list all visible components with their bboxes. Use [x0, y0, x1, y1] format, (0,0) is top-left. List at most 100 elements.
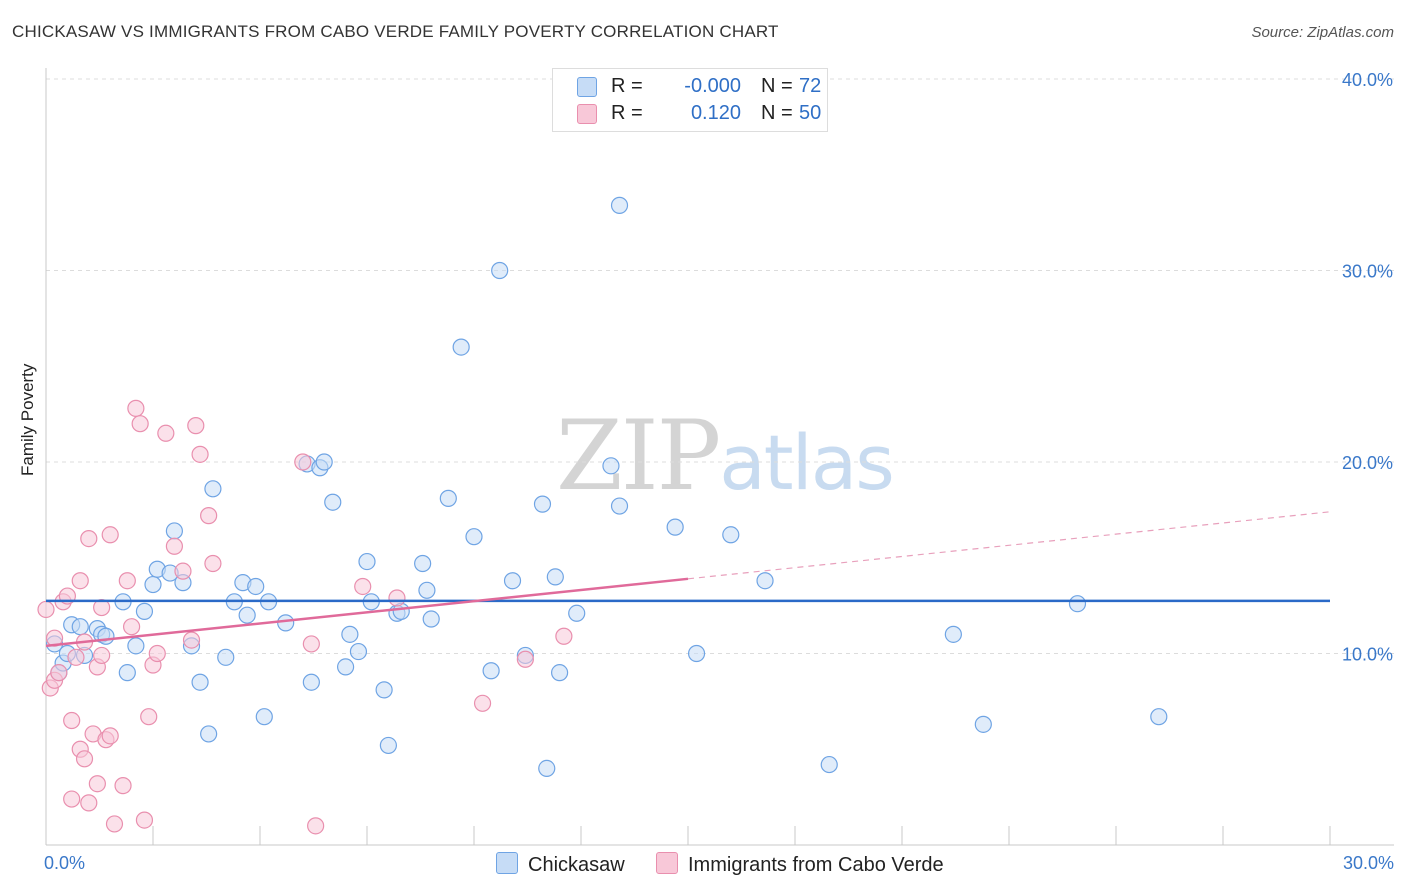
chickasaw-point	[217, 648, 235, 666]
cabo-verde-point	[93, 646, 111, 665]
chickasaw-point	[324, 493, 342, 511]
legend-r-value: -0.000	[684, 75, 741, 97]
chickasaw-point	[546, 568, 564, 586]
cabo-verde-point	[140, 708, 158, 726]
chickasaw-point	[602, 457, 620, 475]
legend-label-cabo-verde: Immigrants from Cabo Verde	[688, 854, 944, 876]
cabo-verde-point	[101, 727, 119, 745]
y-tick-label: 10.0%	[1342, 645, 1393, 665]
cabo-verde-point	[127, 399, 145, 417]
chickasaw-point	[422, 610, 440, 628]
chickasaw-point	[302, 673, 320, 691]
cabo-verde-point	[63, 711, 81, 730]
chickasaw-point	[491, 261, 509, 280]
chickasaw-point	[144, 575, 162, 594]
chickasaw-point	[238, 606, 256, 624]
chickasaw-point	[503, 572, 522, 590]
cabo-verde-point	[204, 554, 222, 573]
chickasaw-point	[200, 725, 218, 743]
chart-source: Source: ZipAtlas.com	[1251, 24, 1394, 41]
chickasaw-point	[439, 489, 457, 507]
cabo-verde-point	[88, 775, 106, 793]
y-tick-label: 40.0%	[1342, 70, 1393, 90]
chickasaw-point	[165, 522, 183, 540]
chickasaw-point	[414, 554, 432, 573]
cabo-verde-point	[354, 577, 372, 596]
series-legend: Chickasaw Immigrants from Cabo Verde	[0, 852, 1406, 880]
legend-swatch-cabo-verde	[656, 852, 678, 874]
chickasaw-point	[255, 708, 273, 726]
y-tick-label: 30.0%	[1342, 262, 1393, 282]
cabo-verde-point	[302, 635, 320, 653]
legend-swatch-cabo-verde	[577, 104, 597, 124]
cabo-verde-point	[80, 529, 98, 548]
chickasaw-point	[568, 604, 586, 622]
chickasaw-point	[452, 338, 470, 356]
cabo-verde-trend-extension	[687, 511, 1331, 580]
legend-n-label: N =	[761, 102, 793, 124]
correlation-legend: R = -0.000 N = 72 R = 0.120 N = 50	[552, 68, 828, 132]
chickasaw-point	[135, 602, 154, 620]
cabo-verde-point	[473, 694, 492, 712]
cabo-verde-trend-line	[45, 577, 689, 648]
cabo-verde-point	[114, 777, 132, 795]
chickasaw-point	[1068, 595, 1087, 613]
chickasaw-point	[127, 637, 145, 655]
cabo-verde-point	[105, 815, 124, 833]
chart-title: CHICKASAW VS IMMIGRANTS FROM CABO VERDE …	[12, 22, 779, 41]
legend-n-value: 50	[799, 102, 822, 124]
cabo-verde-point	[200, 507, 218, 525]
cabo-verde-point	[174, 562, 192, 580]
chickasaw-point	[315, 453, 333, 471]
chickasaw-point	[71, 618, 89, 636]
cabo-verde-point	[63, 790, 81, 808]
chickasaw-point	[687, 644, 706, 663]
chickasaw-point	[533, 495, 552, 513]
cabo-verde-point	[148, 644, 166, 663]
y-tick-label: 20.0%	[1342, 453, 1393, 473]
cabo-verde-point	[135, 811, 154, 829]
chickasaw-point	[756, 572, 774, 590]
chickasaw-point	[277, 614, 295, 632]
cabo-verde-point	[165, 537, 183, 555]
chickasaw-point	[358, 552, 376, 571]
chickasaw-point	[465, 528, 483, 546]
legend-item-cabo-verde: Immigrants from Cabo Verde	[656, 852, 944, 877]
cabo-verde-point	[50, 664, 68, 682]
chickasaw-point	[191, 673, 209, 691]
cabo-verde-point	[307, 817, 325, 835]
cabo-verde-point	[131, 415, 149, 433]
cabo-verde-point	[37, 600, 55, 619]
chickasaw-point	[610, 196, 629, 214]
chickasaw-point	[944, 625, 962, 643]
cabo-verde-point	[101, 526, 119, 544]
chickasaw-point	[379, 736, 397, 755]
legend-r-label: R =	[611, 75, 643, 97]
legend-swatch-chickasaw	[577, 77, 597, 97]
cabo-verde-point	[67, 648, 85, 666]
chickasaw-point	[97, 627, 115, 645]
cabo-verde-point	[71, 572, 89, 590]
cabo-verde-point	[516, 650, 534, 668]
chickasaw-point	[550, 664, 569, 682]
x-tick-label: 0.0%	[44, 853, 85, 873]
cabo-verde-point	[157, 424, 175, 442]
cabo-verde-point	[191, 445, 209, 463]
cabo-verde-point	[555, 627, 573, 645]
chickasaw-point	[247, 577, 265, 596]
legend-n-label: N =	[761, 75, 793, 97]
chickasaw-point	[118, 664, 136, 682]
chickasaw-point	[337, 658, 355, 676]
cabo-verde-point	[123, 618, 141, 636]
x-tick-label: 30.0%	[1343, 853, 1394, 873]
cabo-verde-point	[187, 417, 205, 435]
chickasaw-point	[375, 681, 393, 699]
chickasaw-point	[482, 662, 500, 680]
legend-n-value: 72	[799, 75, 822, 97]
cabo-verde-point	[80, 794, 98, 812]
legend-r-value: 0.120	[690, 102, 741, 124]
watermark-zip: ZIP	[556, 400, 721, 512]
cabo-verde-point	[182, 631, 201, 649]
legend-swatch-chickasaw	[496, 852, 518, 874]
